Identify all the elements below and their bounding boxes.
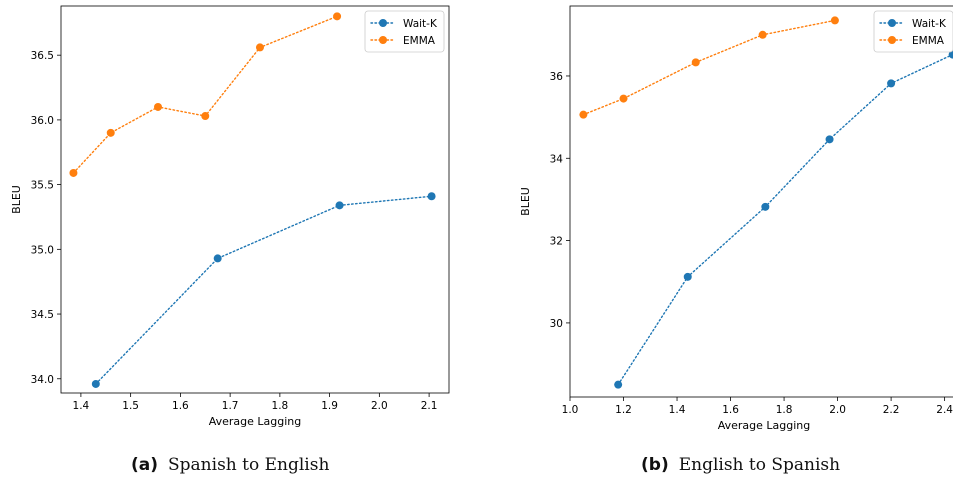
series-line-wait-k — [617, 53, 953, 386]
caption-b-text: English to Spanish — [678, 455, 841, 475]
data-point-wait-k — [948, 50, 953, 59]
x-tick-label: 1.7 — [222, 400, 239, 412]
data-point-wait-k — [91, 379, 100, 388]
chart-spanish-to-english: 1.4 1.5 1.6 1.7 1.8 1.9 2.0 2.1 34.0 34.5 35.0 35.5… — [10, 5, 450, 428]
caption-a-label: (a) — [131, 455, 159, 475]
x-axis-label: Average Lagging — [209, 415, 302, 428]
data-point-emma — [333, 12, 342, 21]
legend-marker-emma — [888, 36, 896, 44]
data-point-wait-k — [825, 135, 834, 144]
data-point-wait-k — [683, 272, 692, 281]
x-tick-label: 2.0 — [829, 404, 846, 416]
x-tick-label: 2.2 — [883, 404, 900, 416]
series-line-emma — [72, 15, 338, 174]
plot-frame — [569, 5, 953, 398]
y-tick-label: 34.5 — [31, 309, 54, 321]
y-tick-label: 35.5 — [31, 180, 54, 192]
data-point-wait-k — [213, 254, 222, 263]
data-point-emma — [758, 30, 767, 39]
y-tick-label: 32 — [550, 236, 563, 248]
data-point-emma — [106, 128, 115, 137]
y-tick-label: 36.0 — [31, 115, 54, 127]
data-point-emma — [154, 102, 162, 111]
data-point-wait-k — [887, 79, 896, 88]
x-axis-label: Average Lagging — [718, 419, 811, 432]
caption-a-text: Spanish to English — [168, 455, 330, 475]
caption-b-label: (b) — [641, 455, 669, 475]
legend-label-wait-k: Wait-K — [403, 18, 438, 30]
y-tick-label: 30 — [550, 318, 563, 330]
x-tick-label: 2.0 — [371, 400, 388, 412]
caption-a: (a) Spanish to English — [131, 455, 329, 475]
x-tick-label: 1.8 — [272, 400, 289, 412]
legend-label-emma: EMMA — [403, 35, 436, 47]
legend-label-wait-k: Wait-K — [912, 18, 947, 30]
data-point-wait-k — [614, 380, 623, 389]
x-tick-label: 1.2 — [615, 404, 632, 416]
plot-frame — [60, 5, 450, 394]
data-point-emma — [201, 112, 210, 121]
data-point-emma — [69, 168, 78, 177]
data-point-wait-k — [335, 201, 344, 210]
data-point-emma — [255, 43, 264, 52]
legend-marker-emma — [379, 36, 387, 44]
y-tick-label: 36 — [550, 71, 564, 83]
y-tick-label: 34.0 — [31, 374, 54, 386]
legend-marker-wait-k — [379, 19, 387, 27]
y-axis-label: BLEU — [519, 187, 532, 216]
x-tick-label: 1.9 — [321, 400, 338, 412]
x-tick-label: 2.1 — [421, 400, 438, 412]
x-tick-label: 1.4 — [73, 400, 90, 412]
y-tick-label: 35.0 — [31, 244, 54, 256]
series-line-wait-k — [95, 195, 433, 385]
x-tick-label: 2.4 — [936, 404, 953, 416]
data-point-wait-k — [761, 202, 770, 211]
caption-b: (b) English to Spanish — [641, 455, 840, 475]
y-axis-label: BLEU — [10, 185, 23, 214]
data-point-emma — [579, 110, 588, 119]
legend-label-emma: EMMA — [912, 35, 945, 47]
x-tick-label: 1.6 — [722, 404, 739, 416]
x-tick-label: 1.5 — [122, 400, 139, 412]
y-tick-label: 34 — [550, 153, 564, 165]
data-point-emma — [830, 16, 839, 25]
data-point-emma — [619, 94, 628, 103]
data-point-emma — [691, 58, 700, 67]
x-tick-label: 1.8 — [776, 404, 793, 416]
data-point-wait-k — [427, 192, 436, 201]
y-tick-label: 36.5 — [31, 50, 54, 62]
legend-marker-wait-k — [888, 19, 896, 27]
x-tick-label: 1.4 — [669, 404, 686, 416]
x-tick-label: 1.6 — [172, 400, 189, 412]
chart-english-to-spanish: 1.0 1.2 1.4 1.6 1.8 2.0 2.2 2.4 30 32 34 36 Average … — [519, 5, 953, 432]
x-tick-label: 1.0 — [562, 404, 579, 416]
